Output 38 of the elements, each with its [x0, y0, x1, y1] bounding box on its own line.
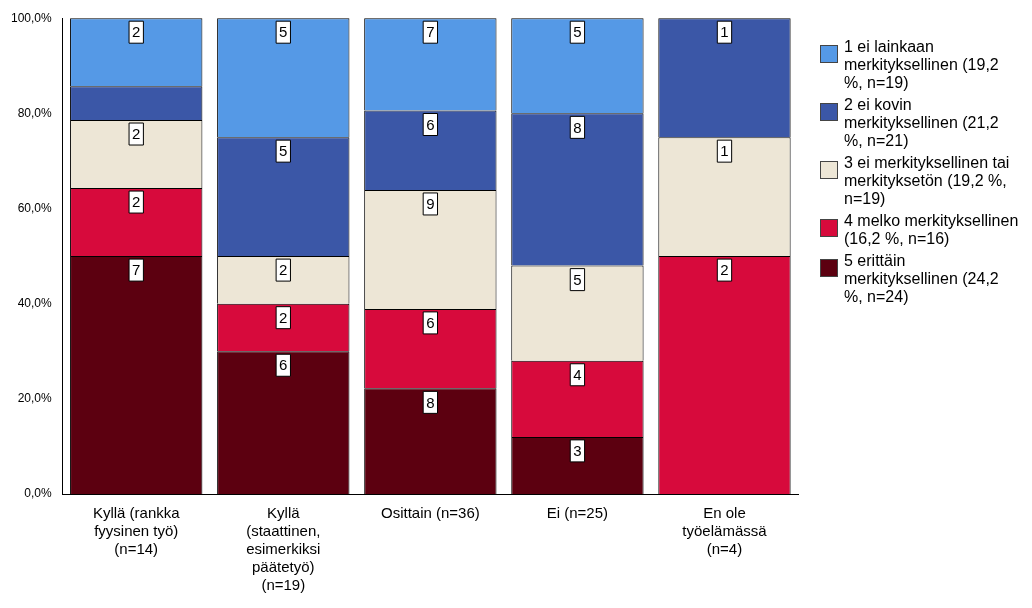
y-tick-label: 20,0% — [17, 391, 53, 406]
annotation: 4 — [573, 365, 582, 383]
annotation: 5 — [279, 23, 288, 41]
annotation: 2 — [132, 193, 141, 211]
annotation: 1 — [720, 23, 729, 41]
annotation: 6 — [279, 356, 288, 374]
annotation: 2 — [132, 125, 141, 143]
legend-label: 1 ei lainkaan merkityksellinen (19,2 %, n=19) — [844, 38, 1000, 92]
annotation: 6 — [426, 115, 435, 133]
annotation: 7 — [426, 23, 435, 41]
legend-label: 3 ei merkityksellinen tai merkityksetön (19,2 %, n=19) — [844, 154, 1011, 208]
annotation: 3 — [573, 442, 582, 460]
y-tick-label: 60,0% — [17, 200, 53, 215]
legend-label: 4 melko merkityksellinen (16,2 %, n=16) — [844, 212, 1020, 248]
x-tick-label: Kyllä (rankka fyysinen työ) (n=14) — [92, 504, 181, 558]
annotation: 5 — [573, 270, 582, 288]
legend-label: 2 ei kovin merkityksellinen (21,2 %, n=21) — [844, 96, 1000, 150]
annotation: 5 — [573, 23, 582, 41]
annotation: 1 — [720, 142, 729, 160]
annotation: 7 — [132, 261, 141, 279]
y-tick-label: 80,0% — [17, 105, 53, 120]
y-tick-label: 0,0% — [24, 486, 53, 501]
annotation: 2 — [279, 261, 288, 279]
y-tick-label: 40,0% — [17, 295, 53, 310]
annotation: 2 — [132, 23, 141, 41]
x-tick-label: Kyllä (staattinen, esimerkiksi päätetyö) (n=19) — [246, 504, 321, 594]
x-tick-label: Osittain (n=36) — [380, 504, 480, 522]
annotation: 8 — [573, 118, 582, 136]
x-tick-label: Ei (n=25) — [546, 504, 609, 522]
legend-label: 5 erittäin merkityksellinen (24,2 %, n=24) — [844, 252, 1000, 306]
annotation: 5 — [279, 142, 288, 160]
x-tick-label: En ole työelämässä (n=4) — [682, 504, 768, 558]
annotation: 2 — [279, 308, 288, 326]
annotation: 8 — [426, 393, 435, 411]
annotation: 6 — [426, 314, 435, 332]
annotation: 2 — [720, 261, 729, 279]
y-tick-label: 100,0% — [11, 10, 53, 25]
annotation: 9 — [426, 195, 435, 213]
